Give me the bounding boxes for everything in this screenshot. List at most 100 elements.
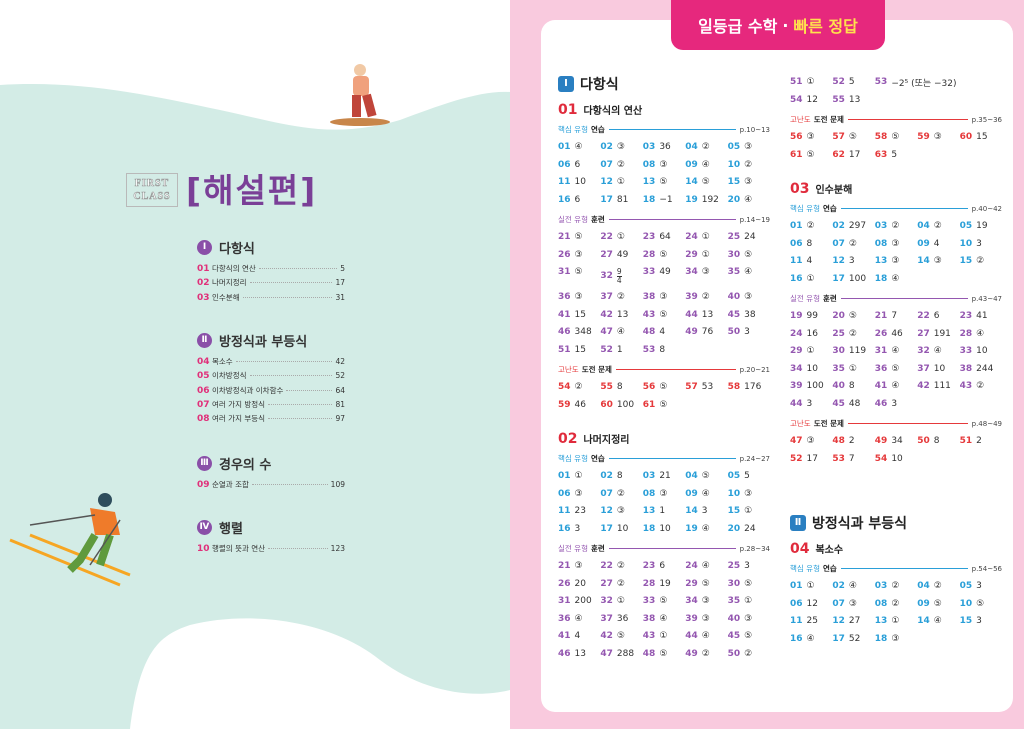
answer: 47 ④ [600, 324, 642, 341]
question-number: 06 [558, 159, 571, 170]
answer-value: 41 [976, 311, 988, 322]
question-number: 41 [558, 631, 571, 642]
question-number: 54 [874, 453, 888, 464]
answer-value: ③ [891, 238, 900, 249]
item-number: 01 [197, 264, 210, 274]
group-line [608, 219, 736, 220]
answer: 22 ② [600, 558, 642, 575]
question-number: 04 [685, 471, 698, 482]
answer-value: 53 [701, 382, 714, 393]
answer-value: ① [574, 471, 583, 482]
answer-value: 15 [976, 132, 988, 143]
question-number: 16 [790, 273, 803, 284]
question-number: 48 [642, 327, 656, 338]
answer: 17 10 [600, 521, 642, 538]
group-line [847, 423, 968, 424]
answer-value: ⑤ [574, 267, 583, 278]
answer-value: ④ [933, 346, 942, 357]
answer-value: ① [806, 273, 815, 284]
answer: 11 4 [790, 253, 832, 270]
question-number: 02 [600, 471, 613, 482]
answer: 61 ⑤ [643, 397, 685, 414]
answer-value: 6 [659, 561, 666, 572]
question-number: 16 [558, 523, 571, 534]
answer-value: ⑤ [848, 132, 857, 143]
group-tag: 핵심 유형 [558, 454, 588, 463]
answer: 01 ④ [558, 139, 600, 156]
answer: 12 ③ [600, 503, 642, 520]
group-tag: 고난도 [790, 419, 811, 428]
answer: 14 ⑤ [685, 174, 727, 191]
answer-value: ⑤ [659, 596, 668, 607]
question-number: 17 [832, 273, 845, 284]
chapter-numeral: Ⅲ [197, 456, 212, 471]
answer: 11 23 [558, 503, 600, 520]
answer: 17 100 [832, 271, 874, 288]
answer-value: 4 [806, 256, 813, 267]
question-number: 37 [600, 292, 613, 303]
answer: 44 ④ [685, 628, 727, 645]
answer: 39 ③ [685, 611, 727, 628]
item-number: 09 [197, 480, 210, 490]
answer-value: ② [616, 488, 625, 499]
answer: 48 2 [832, 433, 874, 450]
section-head: 03 인수분해 [790, 181, 1002, 197]
question-number: 46 [874, 398, 888, 409]
group-head: 실전 유형 훈련 p.28~34 [558, 543, 770, 554]
answer-grid: 51 ① 52 5 53 −2⁵ (또는 −32) 54 12 55 13 [790, 74, 1002, 108]
answer: 20 24 [728, 521, 770, 538]
answer-value: 5 [891, 149, 898, 160]
answer-value: ③ [806, 436, 815, 447]
answer: 02 ④ [832, 578, 874, 595]
toc-chapter-head: Ⅰ 다항식 [197, 238, 345, 257]
answer: 47 288 [600, 646, 642, 663]
item-number: 05 [197, 371, 210, 382]
answer-value: ③ [701, 613, 710, 624]
answer: 04 ② [685, 139, 727, 156]
group-line [608, 129, 736, 130]
answer-value: ④ [976, 328, 985, 339]
answer: 40 ③ [728, 611, 770, 628]
answer-value: ① [848, 363, 857, 374]
toc-item: 04 복소수 42 [197, 356, 345, 370]
question-number: 09 [917, 598, 930, 609]
group-tag: 실전 유형 [790, 294, 820, 303]
question-number: 25 [727, 232, 741, 243]
answer: 18 ④ [875, 271, 917, 288]
answer-value: ② [574, 382, 583, 393]
question-number: 48 [832, 436, 845, 447]
answer: 40 8 [832, 378, 874, 395]
answer: 46 3 [875, 396, 917, 413]
answer-value: 13 [574, 648, 586, 659]
question-number: 57 [832, 132, 845, 143]
answer: 24 ① [685, 229, 727, 246]
answer: 35 ① [728, 593, 770, 610]
answer-value: 20 [574, 578, 586, 589]
question-number: 33 [642, 596, 656, 607]
question-number: 18 [874, 273, 888, 284]
answer-grid: 01 ② 02 297 03 ② 04 ② 05 19 06 8 07 ② 08 ③ 09 4 10 3 11 4 12 3 1… [790, 218, 1002, 287]
answer: 51 ① [790, 74, 832, 91]
item-title: 다항식의 연산 [212, 264, 256, 273]
question-number: 55 [600, 382, 613, 393]
chapter-numeral: Ⅳ [197, 520, 212, 535]
answer-value: ④ [891, 346, 900, 357]
answer: 52 1 [600, 342, 642, 359]
question-number: 14 [917, 616, 930, 627]
item-number: 08 [197, 414, 210, 425]
answer-value: ③ [659, 488, 668, 499]
answer: 55 8 [600, 379, 642, 396]
question-number: 20 [727, 194, 741, 205]
answer: 56 ③ [790, 129, 832, 146]
section-title: 인수분해 [815, 185, 853, 196]
item-title: 이차방정식과 이차함수 [212, 385, 284, 395]
answer: 22 ① [600, 229, 642, 246]
answer: 37 ② [600, 289, 642, 306]
question-number: 49 [685, 327, 698, 338]
answer-value: 111 [933, 381, 951, 392]
answer-grid: 01 ④ 02 ③ 03 36 04 ② 05 ③ 06 6 07 ② 08 ③ 09 ④ 10 ② 11 10 12 ① 13… [558, 139, 770, 208]
question-number: 07 [600, 159, 613, 170]
question-number: 28 [642, 249, 656, 260]
answer-value: 36 [616, 613, 629, 624]
answer-value: ③ [659, 159, 668, 170]
